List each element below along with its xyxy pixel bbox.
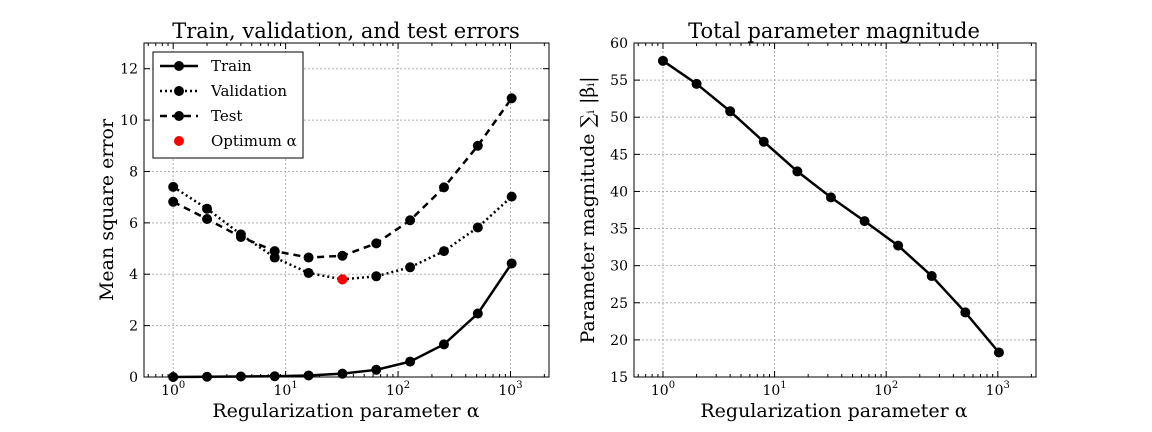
- y-tick-label: 2: [129, 319, 138, 335]
- data-point: [405, 356, 416, 367]
- legend-label: Train: [211, 57, 252, 75]
- data-point: [438, 246, 449, 257]
- y-tick-label: 60: [610, 36, 628, 52]
- data-point: [993, 347, 1004, 358]
- data-point: [303, 267, 314, 278]
- magnitude-chart-xlabel: Regularization parameter α: [700, 400, 967, 422]
- y-tick-label: 12: [120, 62, 138, 78]
- magnitude-chart-grid: [634, 43, 1036, 377]
- data-point: [235, 231, 246, 242]
- data-point: [438, 339, 449, 350]
- legend-marker: [174, 111, 184, 121]
- legend-label: Validation: [210, 82, 287, 100]
- data-point: [303, 252, 314, 263]
- magnitude-chart-ylabel: Parameter magnitude ∑ᵢ |βᵢ|: [577, 76, 599, 343]
- data-point: [758, 136, 769, 147]
- data-point: [371, 364, 382, 375]
- legend-marker: [174, 61, 184, 71]
- magnitude-chart-frame: [633, 42, 1037, 378]
- data-point: [859, 216, 870, 227]
- data-point: [960, 307, 971, 318]
- x-tick-label: 101: [274, 380, 298, 399]
- y-tick-label: 6: [129, 216, 138, 232]
- legend-label: Optimum α: [211, 132, 297, 150]
- data-point: [168, 181, 179, 192]
- magnitude-chart-ticks: 100 101 102 103 15 20 25 30 35 40 45 50 55 60: [610, 36, 1036, 399]
- data-point: [202, 203, 213, 214]
- data-point: [371, 238, 382, 249]
- y-tick-label: 20: [610, 333, 628, 349]
- data-point: [438, 182, 449, 193]
- magnitude-chart-series: [657, 55, 1004, 358]
- errors-chart: Train, validation, and test errors 100 10…: [96, 19, 550, 422]
- magnitude-chart: Total parameter magnitude 100 101 102 103 15…: [577, 19, 1037, 422]
- data-point: [657, 55, 668, 66]
- y-tick-label: 30: [610, 259, 628, 275]
- optimum-point: [337, 274, 348, 285]
- data-point: [405, 215, 416, 226]
- legend-marker: [174, 136, 184, 146]
- series-line: [662, 59, 1000, 354]
- errors-chart-title: Train, validation, and test errors: [172, 19, 520, 43]
- y-tick-label: 35: [610, 222, 628, 238]
- legend-marker: [174, 86, 184, 96]
- magnitude-chart-title: Total parameter magnitude: [688, 19, 980, 43]
- x-tick-label: 100: [651, 380, 675, 399]
- data-point: [303, 370, 314, 381]
- y-tick-label: 40: [610, 184, 628, 200]
- y-tick-label: 8: [129, 164, 138, 180]
- y-tick-label: 10: [120, 113, 138, 129]
- x-tick-label: 102: [874, 380, 898, 399]
- errors-chart-xlabel: Regularization parameter α: [212, 400, 479, 422]
- data-point: [168, 196, 179, 207]
- data-point: [691, 78, 702, 89]
- errors-chart-frame: [143, 42, 550, 378]
- data-point: [472, 140, 483, 151]
- errors-chart-legend: Train Validation Test Optimum α: [152, 51, 304, 159]
- x-tick-label: 100: [161, 380, 185, 399]
- y-tick-label: 50: [610, 110, 628, 126]
- x-tick-label: 103: [986, 380, 1010, 399]
- legend-label: Test: [211, 107, 242, 125]
- data-point: [269, 246, 280, 257]
- x-tick-label: 102: [386, 380, 410, 399]
- data-point: [506, 258, 517, 269]
- data-point: [405, 262, 416, 273]
- data-point: [725, 106, 736, 117]
- y-tick-label: 45: [610, 147, 628, 163]
- data-point: [893, 240, 904, 251]
- errors-chart-ticks: 100 101 102 103 0 2 4 6 8 10 12: [120, 43, 549, 399]
- data-point: [792, 166, 803, 177]
- y-tick-label: 55: [610, 73, 628, 89]
- data-point: [202, 213, 213, 224]
- data-point: [506, 93, 517, 104]
- y-tick-label: 4: [129, 267, 138, 283]
- x-tick-label: 101: [762, 380, 786, 399]
- data-point: [926, 271, 937, 282]
- data-point: [371, 271, 382, 282]
- errors-chart-ylabel: Mean square error: [96, 118, 118, 301]
- y-tick-label: 0: [129, 370, 138, 386]
- data-point: [825, 192, 836, 203]
- data-point: [472, 222, 483, 233]
- y-tick-label: 15: [610, 370, 628, 386]
- data-point: [337, 368, 348, 379]
- errors-chart-grid: [144, 43, 549, 377]
- data-point: [472, 308, 483, 319]
- data-point: [337, 250, 348, 261]
- y-tick-label: 25: [610, 296, 628, 312]
- series-line: [172, 185, 513, 281]
- x-tick-label: 103: [498, 380, 522, 399]
- data-point: [506, 191, 517, 202]
